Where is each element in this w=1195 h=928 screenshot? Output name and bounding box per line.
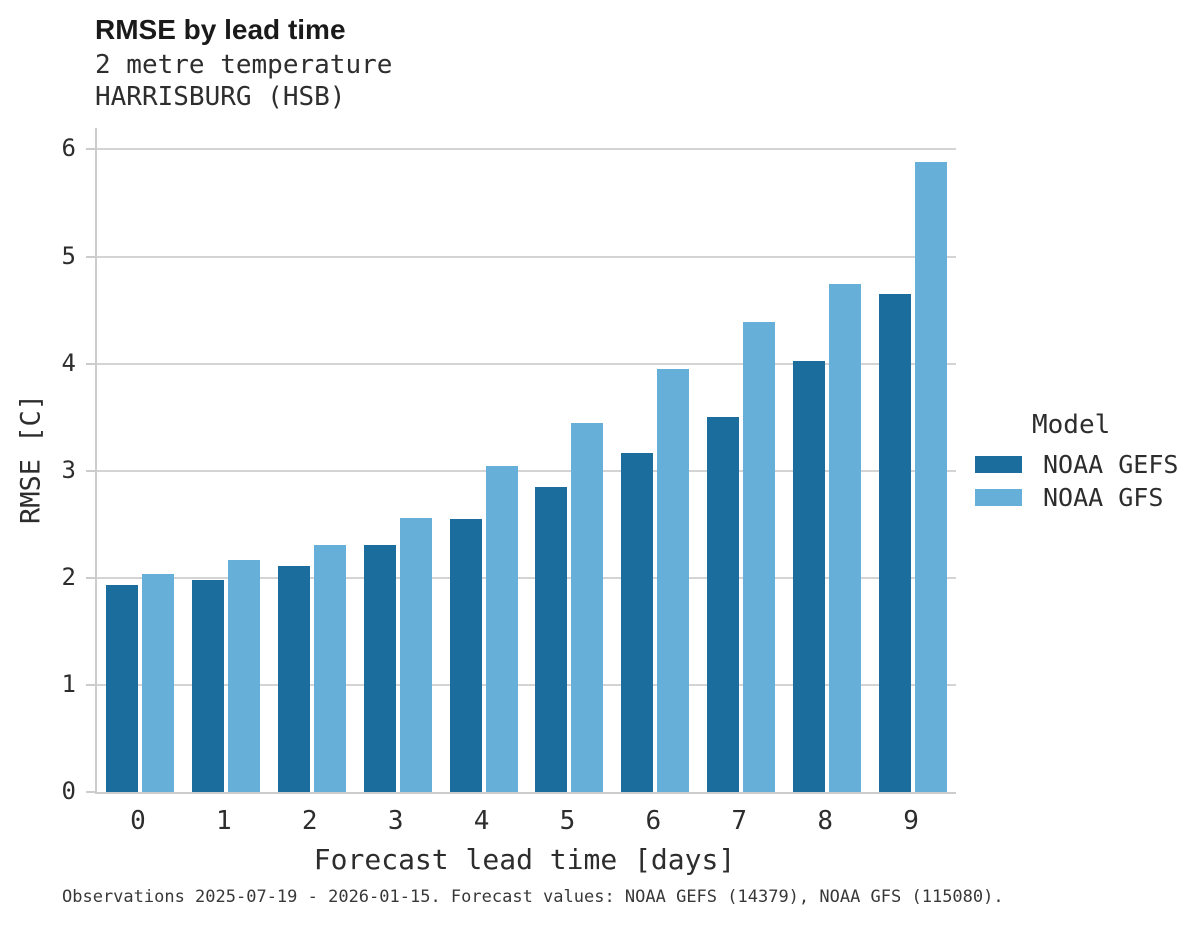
bar-noaa-gefs-day1 — [191, 579, 224, 792]
y-tick-label: 6 — [61, 134, 76, 163]
bar-noaa-gefs-day2 — [277, 566, 310, 792]
x-tick-label: 6 — [645, 806, 662, 836]
x-tick-label: 0 — [130, 806, 146, 836]
bar-noaa-gfs-day5 — [571, 422, 604, 792]
bar-noaa-gfs-day6 — [657, 368, 690, 792]
bar-noaa-gfs-day1 — [227, 559, 260, 792]
y-tick-mark — [86, 255, 95, 258]
legend-entries: NOAA GEFS NOAA GFS — [975, 450, 1178, 512]
grid-line-y1 — [97, 683, 956, 686]
x-tick-label: 5 — [559, 806, 576, 836]
chart-subtitle-variable: 2 metre temperature — [95, 50, 393, 80]
bar-noaa-gefs-day5 — [535, 486, 568, 792]
y-tick-label: 5 — [61, 241, 76, 270]
grid-line-y5 — [97, 255, 956, 258]
grid-line-y6 — [97, 148, 956, 151]
bar-noaa-gfs-day3 — [399, 517, 432, 792]
y-tick-mark — [86, 576, 95, 579]
x-tick-label: 2 — [301, 806, 318, 836]
bar-noaa-gfs-day8 — [829, 284, 862, 792]
chart-title: RMSE by lead time — [95, 14, 346, 45]
bar-noaa-gefs-day7 — [707, 417, 740, 792]
y-tick-label: 2 — [61, 562, 76, 591]
bar-noaa-gfs-day2 — [313, 544, 346, 792]
y-tick-label: 1 — [61, 669, 76, 698]
grid-line-y4 — [97, 362, 956, 365]
y-tick-mark — [86, 791, 95, 793]
y-tick-mark — [86, 683, 95, 686]
plot-area — [95, 128, 956, 794]
bar-noaa-gefs-day9 — [879, 294, 912, 792]
legend: Model NOAA GEFS NOAA GFS — [975, 410, 1178, 512]
caption: Observations 2025-07-19 - 2026-01-15. Fo… — [62, 887, 1004, 907]
bar-noaa-gfs-day9 — [915, 162, 948, 792]
bar-noaa-gfs-day4 — [485, 466, 518, 792]
grid-line-y3 — [97, 469, 956, 472]
bar-noaa-gefs-day6 — [621, 452, 654, 792]
y-tick-mark — [86, 362, 95, 365]
chart-subtitle-station: HARRISBURG (HSB) — [95, 82, 346, 112]
x-tick-label: 9 — [903, 806, 919, 836]
legend-swatch-icon — [975, 488, 1022, 506]
bar-noaa-gfs-day7 — [743, 321, 776, 792]
legend-label: NOAA GEFS — [1043, 449, 1179, 479]
y-tick-label: 0 — [61, 777, 76, 805]
grid-line-y2 — [97, 576, 956, 579]
bar-noaa-gefs-day8 — [793, 361, 826, 792]
bar-noaa-gefs-day0 — [105, 585, 138, 792]
bar-noaa-gfs-day0 — [141, 573, 174, 792]
y-tick-label: 3 — [61, 455, 76, 484]
y-tick-label: 4 — [61, 348, 76, 377]
bar-noaa-gefs-day3 — [363, 544, 396, 792]
y-tick-mark — [86, 148, 95, 151]
x-tick-label: 3 — [387, 806, 404, 836]
x-tick-label: 8 — [817, 806, 833, 836]
y-tick-mark — [86, 469, 95, 472]
x-tick-label: 7 — [731, 806, 748, 836]
legend-entry: NOAA GFS — [975, 483, 1178, 512]
legend-entry: NOAA GEFS — [975, 450, 1178, 479]
legend-swatch-icon — [975, 455, 1022, 473]
x-tick-label: 1 — [216, 806, 232, 836]
x-tick-label: 4 — [473, 806, 490, 836]
bar-noaa-gefs-day4 — [449, 518, 482, 792]
legend-label: NOAA GFS — [1043, 482, 1164, 512]
x-axis-label: Forecast lead time [days] — [313, 843, 736, 876]
legend-title: Model — [1032, 410, 1111, 440]
